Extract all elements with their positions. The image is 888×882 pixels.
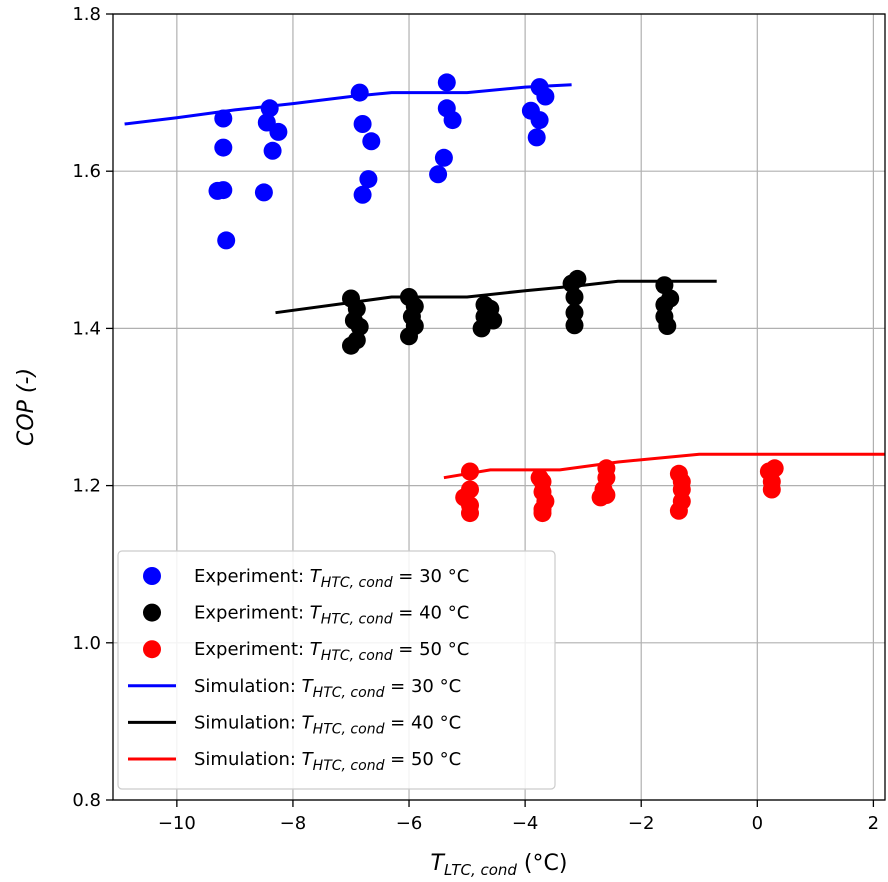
experiment-point (400, 327, 418, 346)
experiment-points (208, 73, 784, 523)
y-tick-label: 1.0 (72, 633, 101, 654)
x-tick-label: −10 (158, 813, 196, 834)
x-tick-label: −2 (628, 813, 655, 834)
experiment-point (263, 141, 282, 160)
experiment-point (565, 303, 584, 322)
experiment-point (260, 99, 279, 118)
experiment-point (527, 128, 546, 147)
experiment-point (353, 185, 372, 204)
legend-entry-label: Simulation: THTC, cond = 30 °C (194, 676, 461, 701)
x-tick-label: −6 (396, 813, 423, 834)
experiment-point (562, 274, 581, 293)
legend-marker (143, 603, 161, 622)
experiment-point (214, 109, 233, 128)
simulation-series-line (124, 83, 572, 126)
x-tick-label: 2 (868, 813, 879, 834)
experiment-point (461, 462, 479, 481)
y-tick-label: 1.6 (72, 161, 101, 182)
y-tick-label: 0.8 (72, 790, 101, 811)
experiment-point (669, 501, 688, 520)
experiment-point (359, 170, 378, 189)
experiment-point (533, 504, 552, 523)
x-axis-label-var: T (431, 851, 446, 876)
experiment-point (269, 122, 288, 141)
experiment-point (765, 459, 784, 478)
experiment-point (443, 111, 462, 130)
x-axis-label: TLTC, cond (°C) (431, 851, 568, 879)
x-tick-label: 0 (752, 813, 763, 834)
experiment-point (565, 288, 584, 306)
legend-entry-label: Experiment: THTC, cond = 40 °C (194, 603, 469, 628)
legend-entry-label: Simulation: THTC, cond = 50 °C (194, 749, 461, 774)
experiment-point (536, 87, 555, 106)
experiment-point (762, 480, 781, 499)
y-tick-label: 1.2 (72, 476, 101, 497)
x-tick-label: −4 (512, 813, 539, 834)
axis-ticks: −10 −8 −6 −4 −2 0 2 0.8 1.0 1.2 1.4 1.6 1.8 (72, 4, 879, 834)
experiment-point (214, 138, 233, 157)
experiment-point (472, 319, 491, 338)
plot-frame (112, 13, 886, 801)
experiment-point (530, 111, 549, 130)
simulation-series-line (443, 452, 885, 480)
x-axis-label-unit: (°C) (517, 851, 568, 876)
y-tick-label: 1.8 (72, 4, 101, 25)
experiment-point (342, 336, 360, 355)
experiment-point (353, 115, 372, 133)
experiment-point (461, 504, 479, 523)
experiment-point (437, 73, 456, 92)
experiment-point (565, 316, 584, 335)
experiment-point (217, 231, 236, 250)
experiment-point (254, 183, 273, 202)
experiment-point (350, 83, 369, 102)
y-tick-label: 1.4 (72, 318, 101, 339)
legend-entry-label: Experiment: THTC, cond = 30 °C (194, 566, 469, 591)
legend-marker (143, 567, 161, 585)
legend-box (117, 550, 556, 790)
y-axis-label: COP (-) (14, 368, 39, 446)
legend-marker (143, 640, 161, 659)
legend-entry-label: Experiment: THTC, cond = 50 °C (194, 639, 469, 664)
experiment-point (429, 165, 448, 184)
legend-entry-label: Simulation: THTC, cond = 40 °C (194, 712, 461, 737)
experiment-point (658, 317, 677, 335)
experiment-point (362, 132, 381, 151)
experiment-point (350, 317, 369, 336)
experiment-point (214, 181, 233, 200)
x-axis-label-sub: LTC, cond (444, 861, 517, 879)
axes-frame (112, 13, 886, 801)
x-tick-label: −8 (280, 813, 307, 834)
experiment-point (434, 148, 453, 167)
legend: Experiment: THTC, cond = 30 °C Experiment… (117, 550, 556, 790)
experiment-point (591, 488, 610, 507)
